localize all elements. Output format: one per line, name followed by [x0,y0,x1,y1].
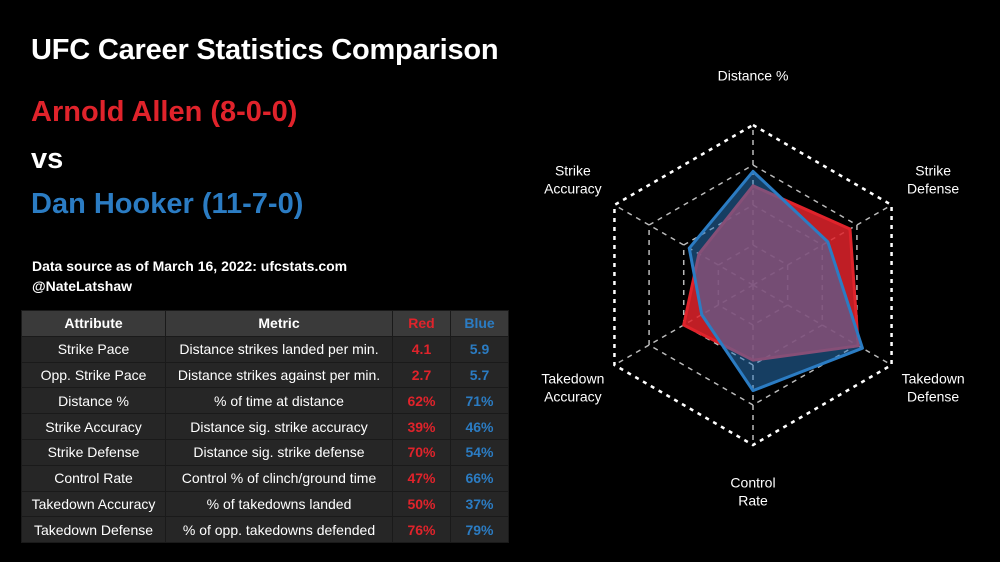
metric-cell: Distance sig. strike accuracy [165,413,393,440]
table-row: Distance % % of time at distance 62% 71% [21,387,509,415]
attribute-cell: Opp. Strike Pace [21,361,166,389]
table-header-row: Attribute Metric Red Blue [21,310,509,337]
attribute-cell: Takedown Defense [21,516,166,544]
attribute-cell: Takedown Accuracy [21,490,166,518]
metric-cell: % of opp. takedowns defended [165,516,393,544]
metric-cell: Distance strikes landed per min. [165,335,393,363]
blue-value-cell: 5.9 [450,335,509,363]
red-fighter-name: Arnold Allen (8-0-0) [31,96,298,128]
series-blue-area [687,169,864,393]
grid-ring [613,123,893,447]
table-row: Strike Pace Distance strikes landed per … [21,335,509,363]
blue-value-cell: 66% [450,464,509,492]
attribute-cell: Distance % [21,387,166,415]
axis-label: Distance % [718,68,789,84]
metric-cell: Distance sig. strike defense [165,438,393,466]
red-value-cell: 4.1 [392,335,451,363]
blue-value-cell: 37% [450,490,509,518]
table-row: Takedown Defense % of opp. takedowns def… [21,516,509,544]
red-value-cell: 50% [392,490,451,518]
table-row: Control Rate Control % of clinch/ground … [21,464,509,492]
red-value-cell: 39% [392,413,451,440]
red-value-cell: 76% [392,516,451,544]
attribute-cell: Strike Defense [21,438,166,466]
red-value-cell: 47% [392,464,451,492]
metric-cell: % of takedowns landed [165,490,393,518]
header-attribute: Attribute [21,310,166,337]
red-value-cell: 62% [392,387,451,415]
metric-cell: Distance strikes against per min. [165,361,393,389]
axis-label: Strike [555,163,591,179]
header-blue: Blue [450,310,509,337]
blue-value-cell: 5.7 [450,361,509,389]
blue-value-cell: 46% [450,413,509,440]
axis-label: Strike [915,163,951,179]
vs-label: vs [31,143,64,175]
table-row: Strike Accuracy Distance sig. strike acc… [21,413,509,440]
attribute-cell: Strike Accuracy [21,413,166,440]
axis-label: Takedown [541,371,604,387]
header-metric: Metric [165,310,393,337]
blue-value-cell: 79% [450,516,509,544]
axis-label: Defense [907,389,959,405]
blue-value-cell: 71% [450,387,509,415]
axis-label: Accuracy [544,389,602,405]
metric-cell: % of time at distance [165,387,393,415]
grid-ring [648,164,858,406]
table-row: Strike Defense Distance sig. strike defe… [21,438,509,466]
radar-chart: Distance % Strike Defense Takedown Defense Co… [541,68,965,509]
axis-label: Accuracy [544,181,602,197]
data-source-note: Data source as of March 16, 2022: ufcsta… [32,258,348,274]
metric-cell: Control % of clinch/ground time [165,464,393,492]
axis-label: Rate [738,493,768,509]
blue-value-cell: 54% [450,438,509,466]
axis-label: Takedown [902,371,965,387]
red-value-cell: 2.7 [392,361,451,389]
red-value-cell: 70% [392,438,451,466]
header-red: Red [392,310,451,337]
table-row: Opp. Strike Pace Distance strikes agains… [21,361,509,389]
table-row: Takedown Accuracy % of takedowns landed … [21,490,509,518]
grid-spoke [614,204,754,286]
author-handle: @NateLatshaw [32,278,133,294]
page-title: UFC Career Statistics Comparison [31,34,499,66]
stats-table: Attribute Metric Red Blue Strike Pace Di… [21,310,509,544]
axis-label: Control [730,475,775,491]
attribute-cell: Control Rate [21,464,166,492]
attribute-cell: Strike Pace [21,335,166,363]
axis-label: Defense [907,181,959,197]
blue-fighter-name: Dan Hooker (11-7-0) [31,188,304,220]
